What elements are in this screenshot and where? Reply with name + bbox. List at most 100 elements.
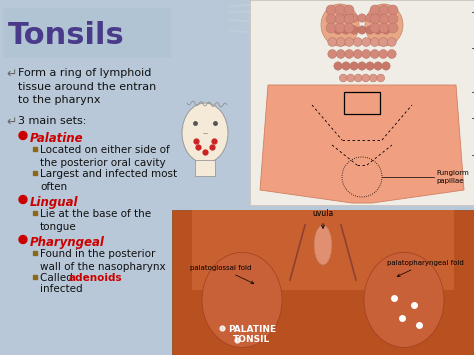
Text: Form a ring of lymphoid
tissue around the entran
to the pharynx: Form a ring of lymphoid tissue around th… (18, 68, 156, 105)
Circle shape (382, 26, 390, 34)
Text: Lingual: Lingual (30, 196, 79, 209)
Text: ↵: ↵ (6, 116, 17, 129)
Circle shape (366, 14, 374, 22)
Text: palatoglossal fold: palatoglossal fold (190, 265, 254, 284)
Text: Palatine: Palatine (30, 132, 83, 145)
Bar (33, 275, 37, 279)
Circle shape (350, 26, 358, 34)
Text: Pharyngeal: Pharyngeal (30, 236, 105, 249)
Circle shape (328, 38, 337, 47)
Text: ↵: ↵ (6, 68, 17, 81)
Bar (250, 0, 474, 205)
Text: Located on either side of
the posterior oral cavity: Located on either side of the posterior … (40, 145, 170, 168)
Text: Found in the posterior
wall of the nasopharynx: Found in the posterior wall of the nasop… (40, 249, 165, 272)
Polygon shape (260, 85, 464, 203)
Text: PALATINE
TONSIL: PALATINE TONSIL (228, 325, 276, 344)
Circle shape (337, 50, 345, 59)
Bar (192, 210, 454, 290)
Bar (33, 211, 37, 215)
Circle shape (335, 5, 345, 15)
Circle shape (353, 38, 362, 47)
Bar (195, 160, 215, 176)
Circle shape (362, 50, 371, 59)
Circle shape (387, 50, 396, 59)
Circle shape (326, 5, 336, 15)
Circle shape (19, 196, 27, 203)
Circle shape (379, 38, 388, 47)
Circle shape (358, 14, 366, 22)
Ellipse shape (202, 252, 282, 348)
FancyBboxPatch shape (3, 8, 171, 58)
Bar (33, 251, 37, 255)
Circle shape (370, 23, 380, 33)
Circle shape (374, 62, 382, 70)
Circle shape (382, 62, 390, 70)
Circle shape (337, 38, 345, 47)
Circle shape (345, 38, 354, 47)
Circle shape (335, 23, 345, 33)
Circle shape (344, 14, 354, 24)
Circle shape (335, 14, 345, 24)
Text: Fungiorm
papillae: Fungiorm papillae (436, 170, 469, 184)
Circle shape (350, 62, 358, 70)
Circle shape (379, 5, 389, 15)
Text: infected: infected (40, 284, 82, 294)
Text: Called: Called (40, 273, 76, 283)
Text: 3 main sets:: 3 main sets: (18, 116, 86, 126)
Ellipse shape (314, 225, 332, 265)
Text: Tonsils: Tonsils (8, 21, 125, 50)
Text: Lie at the base of the
tongue: Lie at the base of the tongue (40, 209, 151, 232)
Text: adenoids: adenoids (69, 273, 122, 283)
Circle shape (379, 14, 389, 24)
Circle shape (377, 74, 384, 82)
Circle shape (369, 74, 377, 82)
Circle shape (344, 23, 354, 33)
Bar (172, 210, 474, 355)
Ellipse shape (321, 4, 359, 46)
Circle shape (366, 26, 374, 34)
Circle shape (19, 235, 27, 244)
Circle shape (388, 14, 398, 24)
Circle shape (388, 23, 398, 33)
Circle shape (326, 14, 336, 24)
Circle shape (370, 5, 380, 15)
Circle shape (370, 38, 379, 47)
Ellipse shape (365, 4, 403, 46)
Circle shape (374, 14, 382, 22)
Circle shape (350, 14, 358, 22)
Circle shape (370, 14, 380, 24)
Circle shape (19, 131, 27, 140)
Text: palatopharyngeal fold: palatopharyngeal fold (387, 260, 464, 277)
Circle shape (355, 74, 362, 82)
Bar (344, 92, 380, 114)
Circle shape (328, 50, 337, 59)
Ellipse shape (364, 252, 444, 348)
Circle shape (362, 74, 370, 82)
Text: uvula: uvula (312, 209, 334, 228)
Circle shape (362, 38, 371, 47)
Circle shape (379, 23, 389, 33)
Circle shape (358, 26, 366, 34)
Circle shape (353, 50, 362, 59)
Bar (33, 171, 37, 175)
Circle shape (358, 62, 366, 70)
Circle shape (370, 50, 379, 59)
Circle shape (344, 5, 354, 15)
Circle shape (347, 74, 355, 82)
Circle shape (374, 26, 382, 34)
Circle shape (342, 62, 350, 70)
Circle shape (379, 50, 388, 59)
Circle shape (326, 23, 336, 33)
Circle shape (339, 74, 347, 82)
Circle shape (342, 14, 350, 22)
Circle shape (334, 26, 342, 34)
Bar (33, 147, 37, 151)
Text: Largest and infected most
often: Largest and infected most often (40, 169, 177, 192)
Circle shape (345, 50, 354, 59)
Ellipse shape (182, 103, 228, 163)
Circle shape (387, 38, 396, 47)
Circle shape (342, 26, 350, 34)
Circle shape (334, 62, 342, 70)
Circle shape (388, 5, 398, 15)
Circle shape (366, 62, 374, 70)
